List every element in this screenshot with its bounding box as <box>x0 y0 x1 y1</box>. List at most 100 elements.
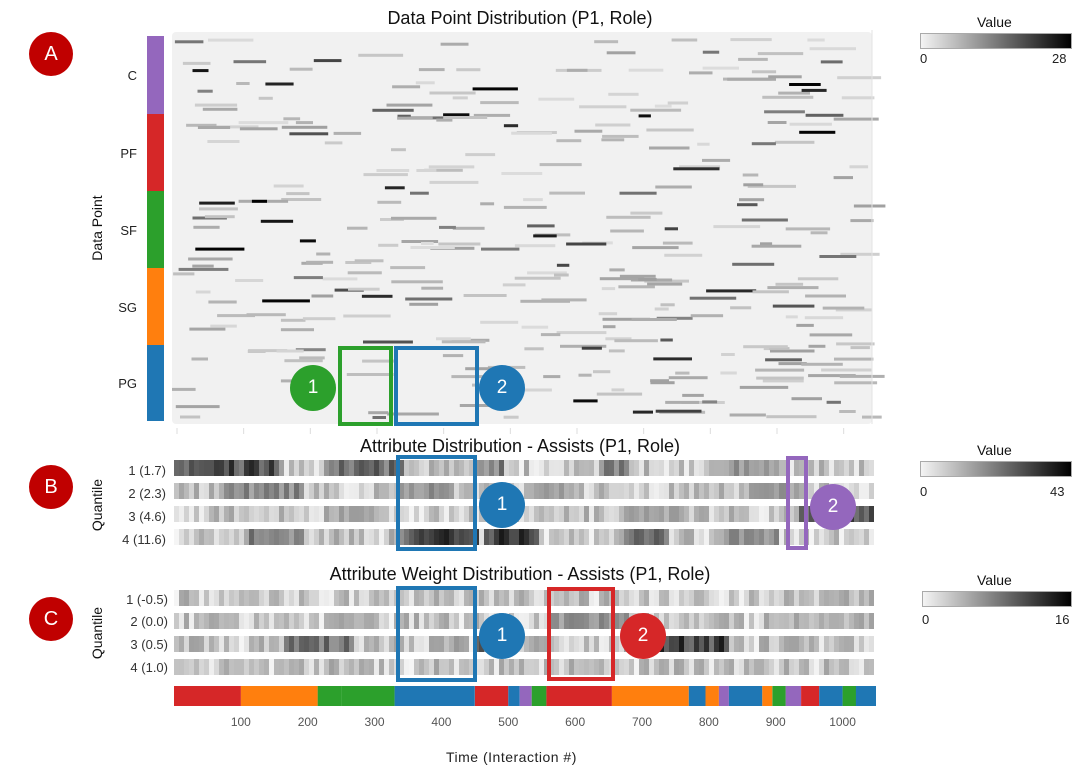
heatmap-cell <box>324 506 330 522</box>
heatmap-cell <box>564 659 570 675</box>
heatmap-cell <box>699 483 705 499</box>
legend-b-max: 43 <box>1050 484 1065 499</box>
heatmap-cell <box>738 57 768 61</box>
heatmap-cell <box>322 277 358 281</box>
heatmap-cell <box>659 590 665 606</box>
heatmap-cell <box>444 613 450 629</box>
heatmap-cell <box>804 316 844 320</box>
heatmap-cell <box>869 636 874 652</box>
heatmap-cell <box>719 659 725 675</box>
heatmap-cell <box>204 659 210 675</box>
heatmap-cell <box>767 121 787 124</box>
heatmap-cell <box>214 125 259 129</box>
heatmap-cell <box>374 659 380 675</box>
heatmap-cell <box>859 506 865 522</box>
heatmap-cell <box>443 116 488 119</box>
legend-a-max: 28 <box>1052 51 1067 66</box>
heatmap-cell <box>654 483 660 499</box>
heatmap-cell <box>819 613 825 629</box>
heatmap-cell <box>864 483 870 499</box>
heatmap-cell <box>595 123 631 127</box>
role-bar-c <box>147 36 164 114</box>
heatmap-cell <box>429 91 476 95</box>
heatmap-cell <box>199 201 235 205</box>
heatmap-cell <box>564 460 570 476</box>
heatmap-cell <box>706 289 757 293</box>
heatmap-cell <box>669 613 675 629</box>
heatmap-cell <box>754 529 760 545</box>
heatmap-cell <box>219 636 225 652</box>
heatmap-cell <box>544 506 550 522</box>
heatmap-cell <box>749 483 755 499</box>
heatmap-cell <box>434 483 440 499</box>
heatmap-cell <box>619 460 625 476</box>
heatmap-cell <box>424 636 430 652</box>
heatmap-cell <box>314 659 320 675</box>
heatmap-cell <box>319 636 325 652</box>
heatmap-cell <box>834 636 840 652</box>
heatmap-cell <box>554 659 560 675</box>
heatmap-cell <box>249 506 255 522</box>
heatmap-cell <box>279 460 285 476</box>
heatmap-cell <box>209 460 215 476</box>
heatmap-cell <box>679 529 685 545</box>
heatmap-cell <box>324 141 343 145</box>
heatmap-cell <box>569 636 575 652</box>
heatmap-cell <box>764 110 805 114</box>
heatmap-cell <box>804 590 810 606</box>
heatmap-cell <box>729 506 735 522</box>
heatmap-cell <box>456 68 481 72</box>
heatmap-cell <box>175 405 220 409</box>
heatmap-cell <box>697 142 710 146</box>
heatmap-cell <box>389 636 395 652</box>
x-tick-label: 900 <box>765 715 786 729</box>
timeline-segment <box>174 686 241 706</box>
heatmap-cell <box>664 590 670 606</box>
heatmap-cell <box>539 590 545 606</box>
heatmap-cell <box>849 659 855 675</box>
heatmap-cell <box>299 529 305 545</box>
heatmap-cell <box>434 613 440 629</box>
heatmap-cell <box>414 460 420 476</box>
heatmap-cell <box>204 215 235 219</box>
heatmap-cell <box>229 460 235 476</box>
heatmap-cell <box>269 659 275 675</box>
heatmap-cell <box>214 506 220 522</box>
heatmap-cell <box>789 529 795 545</box>
heatmap-cell <box>469 636 475 652</box>
heatmap-cell <box>444 590 450 606</box>
heatmap-cell <box>279 613 285 629</box>
heatmap-cell <box>589 590 595 606</box>
heatmap-cell <box>219 483 225 499</box>
heatmap-cell <box>556 263 570 267</box>
heatmap-cell <box>180 415 201 419</box>
heatmap-cell <box>764 659 770 675</box>
heatmap-cell <box>836 342 875 346</box>
heatmap-cell <box>248 349 288 353</box>
heatmap-cell <box>594 529 600 545</box>
heatmap-cell <box>334 636 340 652</box>
heatmap-cell <box>424 168 463 172</box>
heatmap-cell <box>634 506 640 522</box>
heatmap-cell <box>774 613 780 629</box>
heatmap-cell <box>854 659 860 675</box>
heatmap-cell <box>401 240 439 243</box>
heatmap-cell <box>639 460 645 476</box>
heatmap-cell <box>854 506 860 522</box>
heatmap-cell <box>601 287 616 291</box>
heatmap-cell <box>219 460 225 476</box>
heatmap-cell <box>511 131 552 135</box>
heatmap-cell <box>273 184 304 188</box>
heatmap-cell <box>614 659 620 675</box>
heatmap-cell <box>524 483 530 499</box>
heatmap-cell <box>814 460 820 476</box>
heatmap-cell <box>749 613 755 629</box>
heatmap-cell <box>835 308 872 312</box>
heatmap-cell <box>384 529 390 545</box>
heatmap-cell <box>822 306 865 310</box>
legend-b-min: 0 <box>920 484 928 499</box>
heatmap-cell <box>269 460 275 476</box>
heatmap-cell <box>629 460 635 476</box>
heatmap-cell <box>864 613 870 629</box>
heatmap-cell <box>833 117 879 121</box>
